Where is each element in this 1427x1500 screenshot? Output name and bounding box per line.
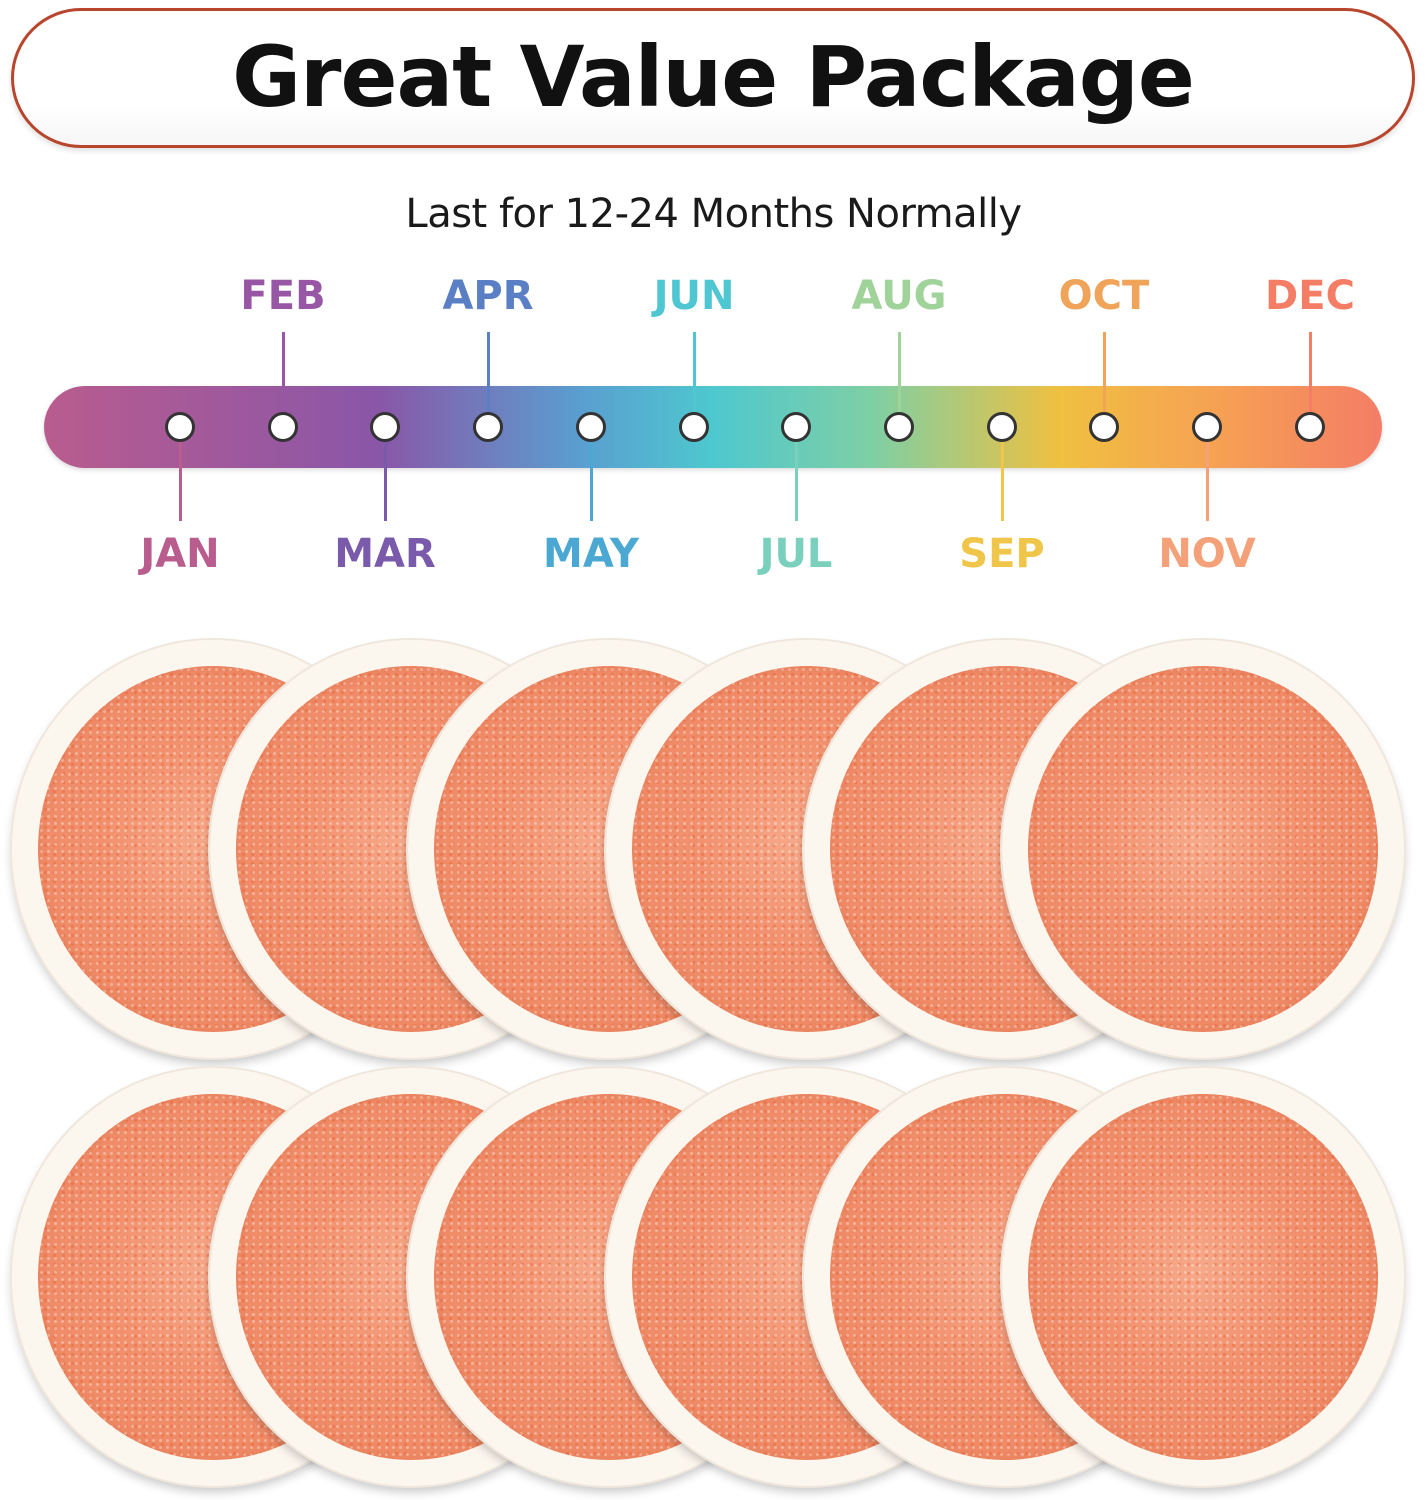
month-label-mar: MAR — [334, 531, 436, 577]
subtitle: Last for 12-24 Months Normally — [405, 191, 1022, 237]
month-label-aug: AUG — [851, 273, 947, 319]
timeline-dot-feb — [268, 412, 298, 442]
timeline-stem-jun — [692, 332, 696, 427]
timeline-dot-jul — [781, 412, 811, 442]
timeline-bar — [44, 386, 1382, 468]
timeline-stem-mar — [383, 427, 387, 521]
timeline-dot-apr — [473, 412, 503, 442]
month-label-may: MAY — [543, 531, 639, 577]
banner-title: Great Value Package — [232, 28, 1195, 126]
month-label-feb: FEB — [240, 273, 326, 319]
timeline-stem-dec — [1308, 332, 1312, 427]
mop-pad — [1002, 640, 1404, 1058]
month-label-apr: APR — [442, 273, 534, 319]
month-label-jan: JAN — [140, 531, 220, 577]
month-label-oct: OCT — [1058, 273, 1150, 319]
timeline-stem-sep — [1000, 427, 1004, 521]
timeline-dot-nov — [1192, 412, 1222, 442]
timeline-dot-may — [576, 412, 606, 442]
timeline-dot-mar — [370, 412, 400, 442]
timeline-stem-aug — [897, 332, 901, 427]
month-label-nov: NOV — [1158, 531, 1256, 577]
title-banner: Great Value Package — [11, 8, 1415, 148]
timeline-stem-may — [589, 427, 593, 521]
timeline-dot-jan — [165, 412, 195, 442]
timeline-stem-apr — [486, 332, 490, 427]
timeline-dot-oct — [1089, 412, 1119, 442]
month-label-jul: JUL — [759, 531, 833, 577]
month-label-dec: DEC — [1265, 273, 1355, 319]
timeline-dot-sep — [987, 412, 1017, 442]
timeline-dot-aug — [884, 412, 914, 442]
timeline-dot-jun — [679, 412, 709, 442]
month-label-sep: SEP — [959, 531, 1045, 577]
timeline-dot-dec — [1295, 412, 1325, 442]
timeline-stem-jul — [794, 427, 798, 521]
timeline-stem-oct — [1102, 332, 1106, 427]
month-label-jun: JUN — [653, 273, 735, 319]
timeline-stem-nov — [1205, 427, 1209, 521]
mop-pad — [1002, 1068, 1404, 1486]
timeline-stem-jan — [178, 427, 182, 521]
timeline-stem-feb — [281, 332, 285, 427]
